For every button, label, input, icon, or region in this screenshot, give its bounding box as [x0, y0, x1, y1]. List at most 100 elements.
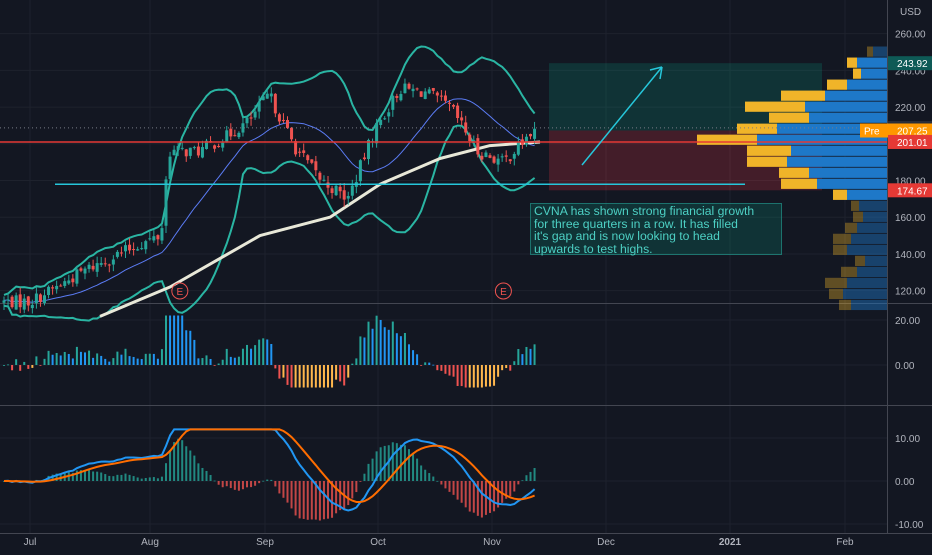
- osc1-bar-21: [88, 350, 91, 365]
- osc2-hist-128: [521, 480, 524, 482]
- osc2-hist-92: [375, 451, 378, 481]
- osc1-bar-49: [201, 358, 204, 365]
- osc2-hist-124: [505, 481, 508, 499]
- osc2-hist-50: [205, 470, 208, 481]
- osc2-hist-49: [201, 467, 204, 481]
- osc2-hist-120: [489, 481, 491, 513]
- candle-body-22: [91, 265, 95, 270]
- osc2-hist-78: [318, 481, 321, 521]
- osc1-bar-109: [444, 365, 447, 374]
- osc1-bar-36: [148, 353, 151, 365]
- price-tick-0: 120.00: [895, 287, 926, 298]
- osc1-bar-78: [318, 365, 321, 388]
- candle-body-3: [14, 295, 18, 310]
- candle-body-76: [310, 159, 314, 163]
- osc2-hist-37: [152, 477, 155, 481]
- volume-profile-up-19: [865, 255, 887, 266]
- osc1-bar-8: [35, 356, 38, 365]
- candle-body-114: [464, 122, 468, 133]
- osc1-bar-68: [278, 365, 281, 379]
- osc1-bar-28: [116, 351, 119, 365]
- osc1-bar-47: [193, 339, 196, 365]
- candle-body-14: [59, 285, 63, 287]
- price-tick-5: 220.00: [895, 103, 926, 114]
- candle-body-27: [111, 259, 115, 265]
- osc1-bar-89: [363, 337, 366, 365]
- osc2-hist-82: [335, 481, 338, 514]
- osc1-bar-39: [160, 349, 163, 365]
- candle-body-23: [95, 263, 99, 272]
- candle-body-64: [261, 96, 265, 101]
- osc2-hist-127: [517, 481, 520, 485]
- candle-body-77: [314, 161, 318, 171]
- osc1-bar-131: [533, 344, 536, 365]
- osc2-hist-107: [436, 480, 439, 482]
- osc1-bar-73: [298, 365, 301, 388]
- osc1-bar-85: [347, 365, 350, 378]
- candle-body-52: [213, 145, 217, 149]
- volume-profile-down-14: [851, 200, 859, 211]
- volume-profile-up-12: [817, 178, 887, 189]
- osc2-hist-21: [88, 469, 91, 481]
- candle-body-98: [399, 94, 403, 101]
- osc2-hist-126: [513, 481, 516, 492]
- osc1-bar-44: [181, 315, 184, 365]
- volume-profile-down-22: [829, 288, 843, 300]
- candle-body-104: [423, 91, 427, 99]
- volume-profile-up-22: [843, 288, 887, 300]
- osc2-hist-99: [403, 445, 406, 481]
- osc1-bar-110: [448, 365, 451, 376]
- osc1-bar-19: [79, 351, 82, 365]
- volume-profile-down-12: [781, 178, 817, 189]
- candle-body-119: [484, 152, 488, 158]
- osc1-bar-70: [286, 365, 289, 385]
- candle-body-97: [395, 96, 399, 98]
- osc2-hist-24: [100, 472, 103, 481]
- osc2-hist-71: [290, 481, 293, 509]
- osc1-bar-107: [436, 365, 439, 371]
- osc1-bar-32: [132, 356, 135, 365]
- volume-profile-down-1: [847, 57, 857, 68]
- earnings-label-1: E: [500, 287, 507, 298]
- volume-profile-up-0: [873, 46, 887, 57]
- osc2-hist-113: [460, 481, 463, 503]
- candle-body-19: [79, 268, 83, 271]
- candle-body-95: [387, 112, 391, 117]
- osc1-bar-34: [140, 359, 143, 365]
- osc1-bar-18: [75, 346, 78, 365]
- volume-profile-down-16: [845, 222, 857, 233]
- candle-body-46: [188, 147, 192, 156]
- candle-body-20: [83, 268, 87, 274]
- candle-body-65: [265, 93, 269, 99]
- osc1-bar-52: [213, 365, 216, 366]
- candle-body-86: [350, 185, 354, 196]
- osc1-bar-31: [128, 356, 131, 365]
- osc1-bar-15: [63, 351, 66, 365]
- osc2-hist-97: [395, 443, 398, 481]
- note-line-1: CVNA has shown strong financial growth: [534, 204, 755, 218]
- volume-profile-down-15: [853, 211, 863, 222]
- osc2-hist-68: [278, 481, 281, 494]
- osc1-bar-9: [39, 365, 42, 366]
- osc2-hist-23: [96, 471, 99, 481]
- candle-body-38: [156, 235, 160, 240]
- osc1-tick-0: 0.00: [895, 361, 915, 372]
- osc2-hist-88: [359, 481, 362, 482]
- osc2-hist-72: [294, 481, 297, 516]
- osc1-bar-130: [529, 348, 532, 365]
- osc1-bar-77: [314, 365, 317, 388]
- candle-body-117: [476, 138, 480, 155]
- candle-body-68: [277, 114, 281, 122]
- candle-body-124: [504, 155, 508, 157]
- osc1-tick-1: 20.00: [895, 316, 920, 327]
- volume-profile-up-16: [857, 222, 887, 233]
- candle-body-82: [334, 185, 338, 196]
- note-line-4: upwards to test highs.: [534, 241, 653, 256]
- osc2-hist-28: [116, 474, 119, 481]
- osc2-hist-114: [464, 481, 467, 508]
- volume-profile-down-3: [827, 79, 847, 90]
- osc2-hist-25: [104, 474, 107, 481]
- volume-profile-up-2: [861, 68, 887, 79]
